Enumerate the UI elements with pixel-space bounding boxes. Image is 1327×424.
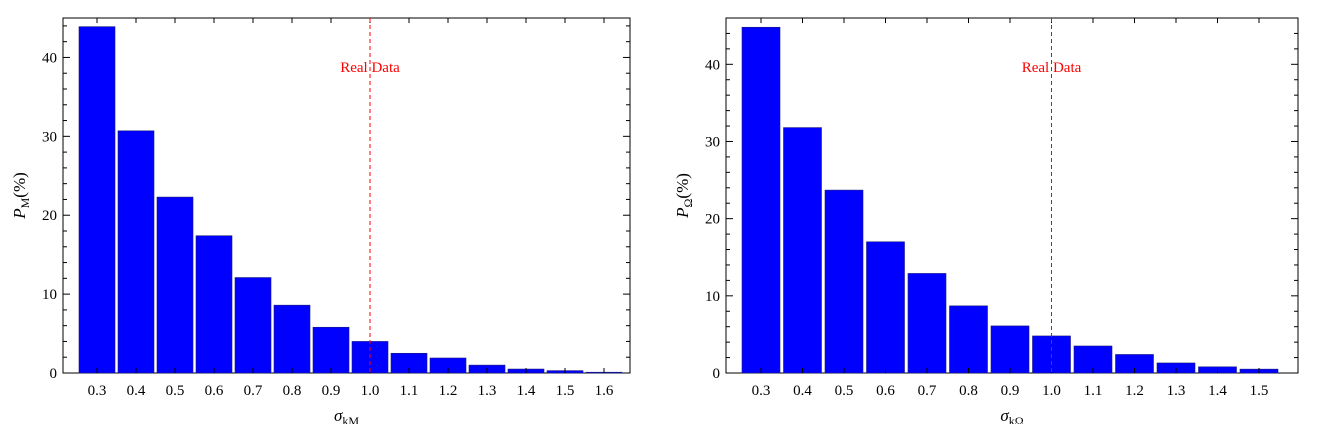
x-axis-title: σkM bbox=[334, 406, 359, 424]
y-tick-label: 20 bbox=[705, 212, 720, 228]
y-tick-label: 0 bbox=[50, 366, 58, 382]
y-tick-label: 30 bbox=[42, 129, 57, 145]
x-tick-label: 0.4 bbox=[793, 383, 812, 399]
y-axis-title: PM(%) bbox=[10, 172, 32, 220]
x-tick-label: 1.0 bbox=[361, 383, 380, 399]
x-tick-label: 0.5 bbox=[835, 383, 854, 399]
y-tick-label: 40 bbox=[705, 57, 720, 73]
bar-0.3 bbox=[741, 26, 781, 374]
y-axis-title: PΩ(%) bbox=[673, 173, 695, 219]
x-tick-label: 0.9 bbox=[1001, 383, 1020, 399]
bar-0.7 bbox=[907, 273, 947, 374]
bar-0.3 bbox=[78, 26, 116, 374]
y-tick-label: 40 bbox=[42, 50, 57, 66]
bar-0.6 bbox=[866, 241, 905, 374]
x-tick-label: 1.3 bbox=[478, 383, 497, 399]
bar-0.9 bbox=[312, 326, 350, 374]
bar-0.4 bbox=[783, 127, 822, 374]
y-tick-label: 10 bbox=[705, 289, 720, 305]
x-tick-label: 0.7 bbox=[244, 383, 263, 399]
x-tick-label: 1.2 bbox=[1125, 383, 1144, 399]
x-tick-label: 1.1 bbox=[1084, 383, 1103, 399]
x-axis-title: σkΩ bbox=[1000, 406, 1023, 424]
x-tick-label: 1.1 bbox=[400, 383, 419, 399]
x-tick-label: 1.5 bbox=[556, 383, 575, 399]
real-data-label: Real Data bbox=[1022, 60, 1082, 76]
chart-right: 0 10 20 30 40 0.3 0.4 0.5 0.6 0.7 0.8 0.9 1.0 1.1 1.2 1… bbox=[673, 17, 1299, 424]
y-tick-label: 30 bbox=[705, 134, 720, 150]
x-tick-label: 1.6 bbox=[595, 383, 614, 399]
x-tick-label: 0.7 bbox=[918, 383, 937, 399]
x-tick-label: 1.4 bbox=[1208, 383, 1227, 399]
bar-0.7 bbox=[234, 277, 272, 374]
x-tick-label: 0.8 bbox=[959, 383, 978, 399]
real-data-label: Real Data bbox=[340, 60, 400, 76]
x-tick-label: 1.5 bbox=[1250, 383, 1269, 399]
x-tick-label: 1.0 bbox=[1042, 383, 1061, 399]
x-tick-label: 0.3 bbox=[752, 383, 771, 399]
bar-0.8 bbox=[949, 305, 988, 374]
y-tick-label: 0 bbox=[713, 366, 721, 382]
bar-0.9 bbox=[990, 325, 1030, 374]
y-tick-label: 10 bbox=[42, 287, 57, 303]
bar-0.6 bbox=[195, 235, 233, 374]
x-tick-label: 1.2 bbox=[439, 383, 458, 399]
x-tick-label: 0.6 bbox=[876, 383, 895, 399]
chart-left: 0 10 20 30 40 0.3 0.4 0.5 0.6 0.7 0.8 0.9 1.0 1.1 1.2 1… bbox=[10, 17, 631, 424]
bar-0.4 bbox=[117, 130, 155, 374]
x-tick-label: 1.3 bbox=[1167, 383, 1186, 399]
y-tick-label: 20 bbox=[42, 208, 57, 224]
x-tick-label: 0.3 bbox=[88, 383, 107, 399]
bar-0.5 bbox=[824, 189, 864, 374]
bar-0.5 bbox=[156, 196, 194, 374]
x-tick-label: 0.8 bbox=[283, 383, 302, 399]
x-tick-label: 1.4 bbox=[517, 383, 536, 399]
x-tick-label: 0.4 bbox=[127, 383, 146, 399]
x-tick-label: 0.5 bbox=[166, 383, 185, 399]
x-tick-label: 0.9 bbox=[322, 383, 341, 399]
x-tick-label: 0.6 bbox=[205, 383, 224, 399]
bar-0.8 bbox=[273, 304, 311, 374]
